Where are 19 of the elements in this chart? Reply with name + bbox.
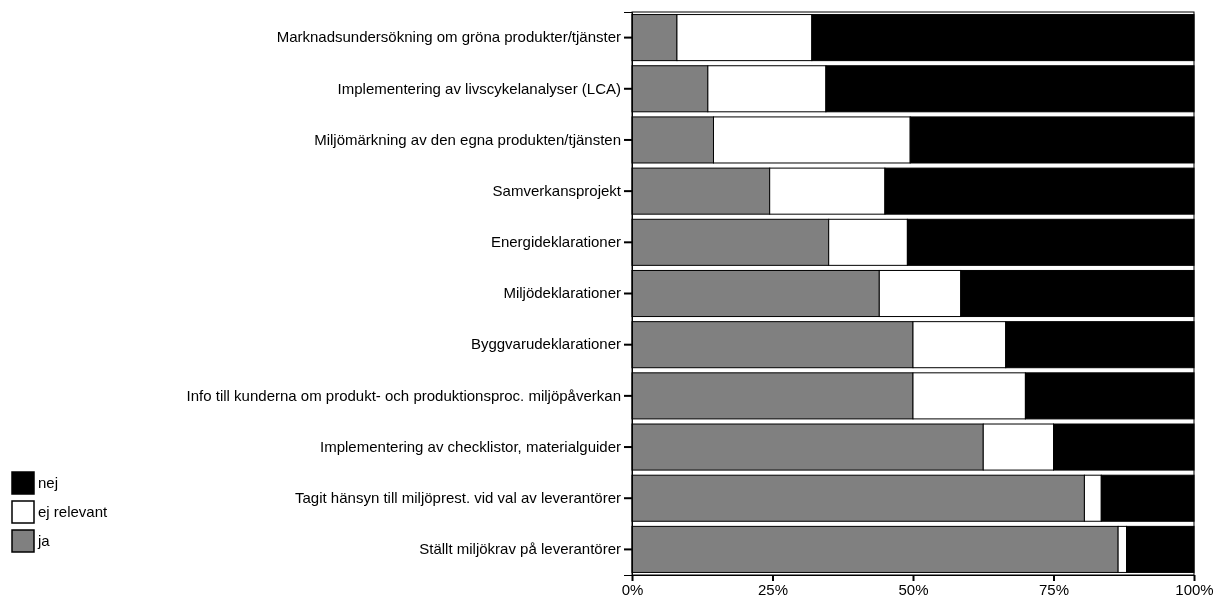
x-tick-label: 0% (621, 580, 644, 598)
y-tick-label: Tagit hänsyn till miljöprest. vid val av leverantörer (295, 489, 621, 507)
x-tick-label: 50% (898, 580, 929, 598)
x-tick-label: 25% (757, 580, 789, 598)
y-tick-label: Marknadsundersökning om gröna produkter/tjänster (276, 28, 621, 46)
y-tick-label: Implementering av checklistor, materialguider (320, 437, 621, 455)
y-tick-label: Miljömärkning av den egna produkten/tjänsten (314, 130, 621, 148)
y-tick-label: Samverkansprojekt (492, 181, 622, 199)
y-tick-label: Implementering av livscykelanalyser (LCA) (337, 79, 621, 97)
y-tick-label: Byggvarudeklarationer (470, 335, 621, 353)
y-tick-label: Info till kunderna om produkt- och produktionsproc. miljöpåverkan (186, 386, 621, 404)
y-tick-label: Ställt miljökrav på leverantörer (419, 540, 621, 558)
y-tick-label: Energideklarationer (490, 233, 621, 251)
legend-label: nej (38, 474, 59, 491)
y-tick-label: Miljödeklarationer (503, 284, 621, 302)
legend-label: ja (37, 532, 51, 549)
x-tick-label: 75% (1038, 580, 1070, 598)
x-tick-label: 100% (1175, 580, 1214, 598)
legend-label: ej relevant (38, 503, 109, 520)
